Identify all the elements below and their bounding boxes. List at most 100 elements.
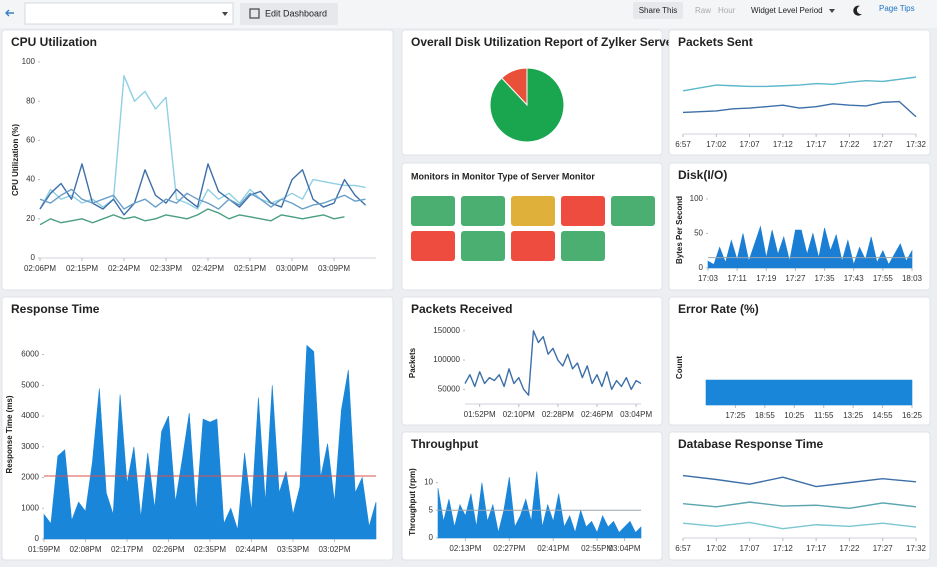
x-tick-label: 03:02PM bbox=[318, 545, 350, 554]
y-tick-label: 2000 bbox=[21, 473, 39, 482]
x-tick-label: 16:25 bbox=[902, 411, 923, 420]
x-tick-label: 17:27 bbox=[873, 544, 894, 553]
x-tick-label: 17:17 bbox=[806, 140, 827, 149]
widget-title: Database Response Time bbox=[678, 437, 823, 451]
y-axis-label: CPU Utilization (%) bbox=[11, 124, 20, 196]
x-tick-label: 03:04PM bbox=[620, 410, 652, 419]
monitor-tile bbox=[511, 196, 555, 226]
line-series bbox=[682, 474, 917, 488]
x-tick-label: 17:07 bbox=[740, 544, 761, 553]
x-tick-label: 17:02 bbox=[706, 544, 727, 553]
x-tick-label: 17:12 bbox=[773, 140, 794, 149]
monitor-tile bbox=[561, 196, 605, 226]
widget-panel bbox=[668, 431, 931, 561]
monitor-tile bbox=[411, 231, 455, 261]
x-tick-label: 02:41PM bbox=[537, 544, 569, 553]
x-tick-label: 18:03 bbox=[902, 274, 923, 283]
x-tick-label: 17:25 bbox=[725, 411, 746, 420]
y-tick-label: 150000 bbox=[433, 326, 460, 335]
x-tick-label: 02:27PM bbox=[493, 544, 525, 553]
x-tick-label: 03:00PM bbox=[276, 264, 308, 273]
x-tick-label: 02:15PM bbox=[66, 264, 98, 273]
monitor-tile bbox=[511, 231, 555, 261]
x-tick-label: 03:53PM bbox=[277, 545, 309, 554]
y-tick-label: 100 bbox=[22, 57, 36, 66]
x-tick-label: 02:24PM bbox=[108, 264, 140, 273]
x-tick-label: 03:09PM bbox=[318, 264, 350, 273]
x-tick-label: 02:08PM bbox=[69, 545, 101, 554]
monitor-tile bbox=[611, 196, 655, 226]
page-tips-link[interactable]: Page Tips bbox=[879, 4, 915, 13]
x-tick-label: 03:04PM bbox=[609, 544, 641, 553]
widget-title: Error Rate (%) bbox=[678, 302, 759, 316]
x-tick-label: 17:32 bbox=[906, 544, 927, 553]
x-tick-label: 01:59PM bbox=[28, 545, 60, 554]
widget-title: Throughput bbox=[411, 437, 478, 451]
area-series bbox=[705, 379, 913, 406]
y-tick-label: 0 bbox=[429, 533, 434, 542]
y-tick-label: 50000 bbox=[438, 384, 461, 393]
widget-title: Packets Received bbox=[411, 302, 512, 316]
monitor-tile bbox=[411, 196, 455, 226]
x-tick-label: 02:44PM bbox=[235, 545, 267, 554]
y-axis-label: Throughput (rpm) bbox=[408, 468, 417, 536]
y-axis-label: Count bbox=[675, 356, 684, 379]
y-tick-label: 10 bbox=[424, 478, 433, 487]
widget-title: Disk(I/O) bbox=[678, 168, 727, 182]
share-label: Share This bbox=[639, 6, 678, 15]
dashboard-select[interactable] bbox=[24, 2, 234, 25]
x-tick-label: 02:10PM bbox=[503, 410, 535, 419]
x-tick-label: 17:12 bbox=[773, 544, 794, 553]
hour-option[interactable]: Hour bbox=[718, 6, 736, 15]
x-tick-label: 17:32 bbox=[906, 140, 927, 149]
y-tick-label: 1000 bbox=[21, 503, 39, 512]
edit-dashboard-button[interactable] bbox=[240, 3, 338, 25]
period-select[interactable]: Widget Level Period bbox=[751, 6, 823, 15]
y-tick-label: 5000 bbox=[21, 380, 39, 389]
theme-toggle[interactable] bbox=[853, 5, 862, 16]
x-tick-label: 17:27 bbox=[873, 140, 894, 149]
line-series bbox=[682, 100, 917, 118]
widget-panel bbox=[1, 29, 394, 291]
x-tick-label: 17:43 bbox=[844, 274, 865, 283]
line-series bbox=[464, 330, 642, 396]
x-tick-label: 02:33PM bbox=[150, 264, 182, 273]
x-tick-label: 17:11 bbox=[727, 274, 747, 283]
monitor-tile bbox=[561, 231, 605, 261]
y-axis-label: Bytes Per Second bbox=[675, 196, 684, 264]
x-tick-label: 02:51PM bbox=[234, 264, 266, 273]
y-tick-label: 100000 bbox=[433, 355, 460, 364]
x-tick-label: 17:22 bbox=[839, 140, 860, 149]
x-tick-label: 17:55 bbox=[873, 274, 894, 283]
back-arrow[interactable] bbox=[5, 9, 14, 17]
edit-icon bbox=[249, 8, 260, 19]
x-tick-label: 02:35PM bbox=[194, 545, 226, 554]
line-series bbox=[682, 76, 917, 92]
widget-title: Monitors in Monitor Type of Server Monit… bbox=[411, 171, 595, 181]
x-tick-label: 18:55 bbox=[755, 411, 776, 420]
monitor-tile bbox=[461, 231, 505, 261]
share-button[interactable] bbox=[633, 2, 683, 19]
x-tick-label: 17:02 bbox=[706, 140, 727, 149]
y-axis-label: Response Time (ms) bbox=[5, 395, 14, 473]
line-series bbox=[39, 163, 366, 216]
x-tick-label: 17:19 bbox=[756, 274, 777, 283]
y-tick-label: 40 bbox=[26, 175, 35, 184]
x-tick-label: 17:07 bbox=[740, 140, 761, 149]
x-tick-label: 02:26PM bbox=[152, 545, 184, 554]
x-tick-label: 6:57 bbox=[675, 140, 691, 149]
x-tick-label: 01:52PM bbox=[464, 410, 496, 419]
line-series bbox=[39, 188, 366, 210]
widget-title: Response Time bbox=[11, 302, 100, 316]
select-caret bbox=[222, 12, 228, 16]
x-tick-label: 02:06PM bbox=[24, 264, 56, 273]
x-tick-label: 14:55 bbox=[873, 411, 894, 420]
y-tick-label: 80 bbox=[26, 96, 35, 105]
raw-option[interactable]: Raw bbox=[695, 6, 711, 15]
widget-panel bbox=[401, 162, 663, 291]
widget-panel bbox=[668, 296, 931, 426]
line-series bbox=[682, 521, 917, 530]
y-tick-label: 5 bbox=[429, 505, 434, 514]
x-tick-label: 02:17PM bbox=[111, 545, 143, 554]
